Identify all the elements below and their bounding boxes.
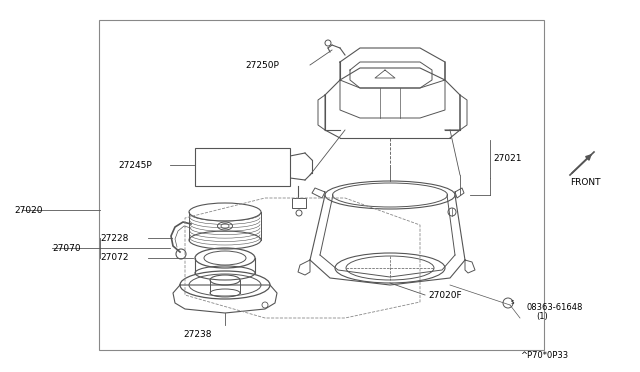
Text: 08363-61648: 08363-61648: [527, 304, 584, 312]
Text: 27021: 27021: [493, 154, 522, 163]
Bar: [99, 20, 544, 350]
Bar: [292, 198, 306, 208]
Text: 27020: 27020: [14, 205, 42, 215]
Text: S: S: [510, 299, 514, 305]
Text: 27250P: 27250P: [245, 61, 279, 70]
Text: (1): (1): [536, 311, 548, 321]
Text: 27238: 27238: [184, 330, 212, 339]
Bar: [195, 148, 290, 186]
Text: 27020F: 27020F: [428, 291, 461, 299]
Text: ^P70*0P33: ^P70*0P33: [520, 350, 568, 359]
Text: FRONT: FRONT: [570, 178, 600, 187]
Text: 27072: 27072: [100, 253, 129, 263]
Text: 27070: 27070: [52, 244, 81, 253]
Text: 27228: 27228: [100, 234, 129, 243]
Text: 27245P: 27245P: [118, 160, 152, 170]
